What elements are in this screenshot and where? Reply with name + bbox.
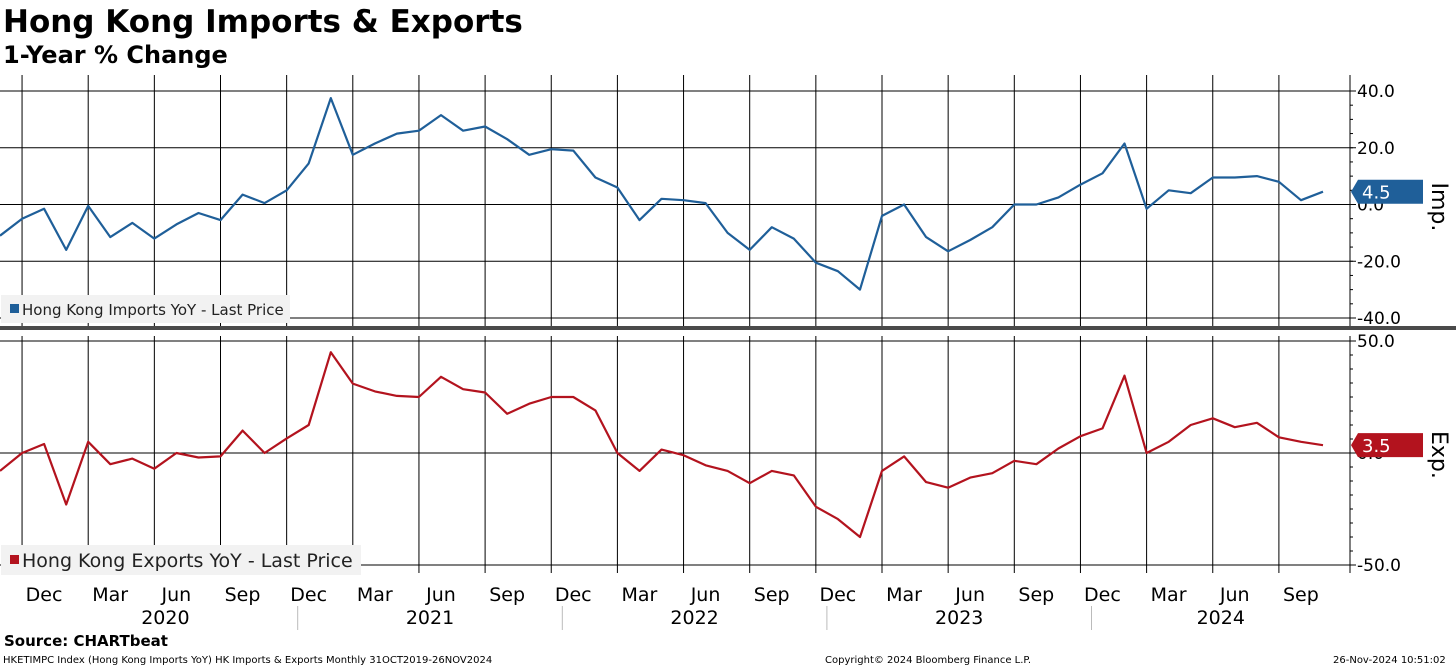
imports-last-value-label: 4.5	[1362, 183, 1391, 204]
timestamp: 26-Nov-2024 10:51:02	[1333, 655, 1446, 666]
imports-panel: -40.0-20.00.020.040.04.5 Imp.Hong Kong Im…	[0, 75, 1451, 329]
x-year-label: 2020	[141, 607, 189, 629]
x-month-label: Dec	[26, 584, 63, 606]
x-month-label: Dec	[1084, 584, 1121, 606]
x-month-label: Dec	[555, 584, 592, 606]
x-year-label: 2022	[670, 607, 718, 629]
imports-axis-label: Imp.	[1426, 183, 1451, 232]
x-month-label: Sep	[225, 584, 261, 606]
exports-series-line	[0, 351, 1324, 539]
panel-separator	[0, 326, 1456, 330]
source-label: Source: CHARTbeat	[4, 632, 168, 650]
imports-ytick-label: -40.0	[1357, 309, 1401, 329]
imports-ytick-label: 20.0	[1357, 139, 1395, 159]
imports-legend-box	[1, 295, 290, 323]
x-month-label: Jun	[690, 584, 721, 606]
exports-ytick-label: 50.0	[1357, 332, 1395, 352]
x-month-label: Mar	[886, 584, 922, 606]
x-month-label: Mar	[1151, 584, 1187, 606]
x-month-label: Dec	[290, 584, 327, 606]
exports-legend-label: Hong Kong Exports YoY - Last Price	[22, 550, 353, 572]
imports-last-value-flag	[1351, 179, 1423, 204]
x-month-label: Jun	[161, 584, 192, 606]
x-axis: Dec Mar Jun Sep Dec Mar Jun Sep Dec Mar Jun Sep Dec M…	[26, 584, 1319, 630]
x-month-label: Dec	[819, 584, 856, 606]
imports-legend-swatch	[10, 304, 19, 313]
exports-last-value-label: 3.5	[1362, 436, 1391, 457]
exports-legend-swatch	[10, 555, 19, 564]
exports-legend-box	[1, 545, 361, 575]
page-title: Hong Kong Imports & Exports	[3, 4, 523, 40]
x-month-label: Mar	[357, 584, 393, 606]
copyright: Copyright© 2024 Bloomberg Finance L.P.	[825, 655, 1032, 666]
x-month-label: Mar	[621, 584, 657, 606]
imports-legend-label: Hong Kong Imports YoY - Last Price	[22, 301, 284, 319]
x-month-label: Jun	[1219, 584, 1250, 606]
x-month-label: Jun	[425, 584, 456, 606]
x-month-label: Sep	[754, 584, 790, 606]
imports-ytick-label: -20.0	[1357, 252, 1401, 272]
x-month-label: Mar	[92, 584, 128, 606]
x-month-label: Sep	[489, 584, 525, 606]
x-month-label: Sep	[1283, 584, 1319, 606]
x-year-label: 2023	[935, 607, 983, 629]
index-info: HKETIMPC Index (Hong Kong Imports YoY) H…	[3, 655, 493, 666]
exports-axis-label: Exp.	[1426, 431, 1451, 479]
x-year-label: 2024	[1197, 607, 1245, 629]
exports-last-value-flag	[1351, 433, 1423, 458]
x-year-label: 2021	[406, 607, 454, 629]
imports-series-line	[0, 96, 1324, 291]
imports-ytick-label: 40.0	[1357, 82, 1395, 102]
x-month-label: Jun	[954, 584, 985, 606]
x-month-label: Sep	[1018, 584, 1054, 606]
page-subtitle: 1-Year % Change	[3, 41, 228, 69]
exports-ytick-label: -50.0	[1357, 556, 1401, 576]
